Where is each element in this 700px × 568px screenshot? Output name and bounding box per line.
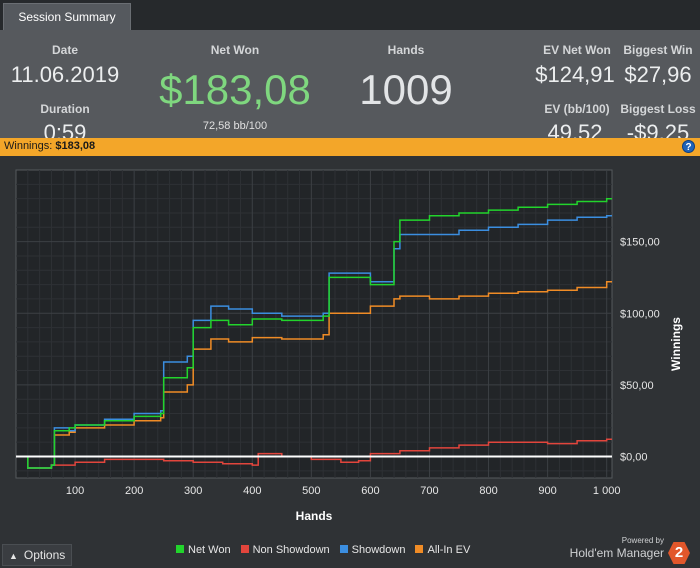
session-summary-panel: Date 11.06.2019 Duration 0:59 Net Won $1… (0, 30, 700, 145)
x-tick-label: 100 (66, 485, 84, 497)
powered-by-text: Powered by (621, 536, 664, 545)
legend-swatch (176, 545, 184, 553)
y-tick-label: $100,00 (620, 308, 660, 320)
biggest-win-value: $27,96 (624, 62, 692, 87)
ev-net-won-value: $124,91 (535, 62, 615, 87)
legend-label: All-In EV (427, 544, 471, 556)
tab-bar: Session Summary (0, 0, 700, 30)
legend-item[interactable]: Showdown (339, 544, 406, 556)
legend-swatch (240, 545, 249, 553)
legend-label: Net Won (188, 544, 231, 556)
plot-area (15, 169, 613, 479)
biggest-loss-label: Biggest Loss (620, 102, 696, 116)
holdem-manager-logo: 2 (668, 542, 690, 564)
net-won-value: $183,08 (159, 66, 311, 113)
y-axis-title: Winnings (669, 317, 683, 371)
x-tick-label: 800 (479, 485, 497, 497)
x-tick-label: 300 (184, 485, 202, 497)
y-tick-label: $150,00 (620, 237, 660, 249)
net-won-label: Net Won (210, 43, 260, 57)
y-tick-label: $50,00 (620, 380, 654, 392)
legend-item[interactable]: Net Won (176, 544, 231, 556)
x-tick-label: 500 (302, 485, 320, 497)
legend-swatch (415, 545, 424, 553)
x-tick-label: 600 (361, 485, 379, 497)
x-axis-title: Hands (296, 509, 333, 523)
chart-legend: Net Won Non Showdown Showdown All-In EV (176, 544, 480, 562)
winnings-label: Winnings: (4, 140, 53, 152)
help-icon[interactable]: ? (682, 140, 695, 153)
options-label: Options (23, 548, 66, 562)
legend-item[interactable]: All-In EV (415, 544, 470, 556)
chevron-up-icon: ▲ (9, 551, 18, 561)
biggest-win-label: Biggest Win (623, 43, 693, 57)
tab-session-summary[interactable]: Session Summary (3, 3, 131, 30)
winnings-banner: Winnings: $183,08 ? (0, 138, 700, 156)
brand: Powered by Hold'em Manager (570, 536, 664, 560)
bb-per-100: 72,58 bb/100 (202, 120, 268, 132)
ev-net-won-label: EV Net Won (543, 43, 611, 57)
legend-item[interactable]: Non Showdown (240, 544, 330, 556)
winnings-value: $183,08 (55, 140, 96, 152)
winnings-text: Winnings: $183,08 (4, 140, 95, 152)
series-line-showdown (16, 215, 612, 469)
duration-label: Duration (40, 102, 90, 116)
x-tick-label: 900 (538, 485, 556, 497)
x-tick-label: 400 (243, 485, 261, 497)
options-button[interactable]: ▲ Options (2, 544, 72, 566)
x-tick-label: 200 (125, 485, 143, 497)
winnings-chart: 100 200 300 400 500 600 700 800 900 1 000 $0,00 $50… (0, 156, 700, 536)
hands-label: Hands (387, 43, 425, 57)
legend-label: Showdown (351, 544, 406, 556)
series-line-non-showdown (16, 438, 612, 469)
brand-name: Hold'em Manager (569, 546, 664, 560)
legend-label: Non Showdown (252, 544, 330, 556)
ev-bb-label: EV (bb/100) (544, 102, 610, 116)
series-line-net-won (16, 197, 612, 469)
date-label: Date (51, 43, 78, 57)
legend-swatch (339, 545, 348, 553)
x-tick-label: 700 (420, 485, 438, 497)
winnings-chart-svg: 100 200 300 400 500 600 700 800 900 1 000 $0,00 $50… (15, 169, 683, 523)
bottom-bar: ▲ Options Net Won Non Showdown Showdown All-… (0, 536, 700, 568)
hands-value: 1009 (359, 66, 453, 113)
y-tick-label: $0,00 (620, 452, 648, 464)
x-tick-label: 1 000 (593, 485, 621, 497)
date-value: 11.06.2019 (10, 62, 120, 87)
